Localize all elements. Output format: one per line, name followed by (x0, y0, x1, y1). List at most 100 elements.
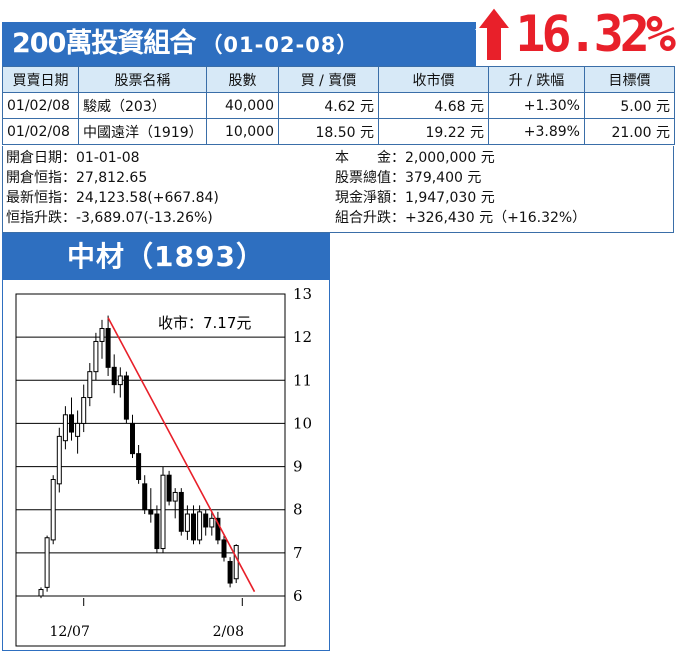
summary-value: ：2,000,000 元 (391, 150, 495, 166)
buy-price: 4.62 元 (278, 92, 379, 119)
trade-date: 01/02/08 (2, 92, 79, 119)
candle-body (209, 517, 215, 528)
y-tick-label: 12 (293, 328, 312, 346)
stock-name: 駿威（203） (78, 92, 207, 119)
summary-label: 組合升跌 (335, 210, 391, 226)
candle-body (75, 422, 81, 437)
summary-value: ：+326,430 元（+16.32%） (391, 210, 587, 226)
change-percent: +3.89% (488, 118, 585, 145)
summary-label: 現金淨額 (335, 190, 391, 206)
candle-body (38, 589, 44, 597)
change-percent: +1.30% (488, 92, 585, 119)
candle-body (99, 328, 105, 342)
summary-latest-index: 最新恒指：24,123.58(+667.84) (6, 188, 219, 208)
share-count: 40,000 (206, 92, 279, 119)
stock-chart-panel: 中材（1893） 6 7 8 9 10 11 12 13 12/07 2/08 收市：7.17元 (2, 233, 330, 651)
y-tick-label: 13 (293, 285, 312, 303)
summary-left-column: 開倉日期：01-01-08 開倉恒指：27,812.65 最新恒指：24,123… (6, 148, 219, 228)
candlestick-chart: 6 7 8 9 10 11 12 13 12/07 2/08 收市：7.17元 (15, 285, 312, 647)
holdings-table: 買賣日期 股票名稱 股數 買 / 賣價 收市價 升 / 跌幅 目標價 01/02… (2, 66, 675, 145)
summary-value: ：27,812.65 (62, 170, 148, 186)
summary-capital: 本 金：2,000,000 元 (335, 148, 586, 168)
candle-body (227, 560, 233, 584)
stock-chart-title: 中材（1893） (3, 234, 329, 280)
candle-body (93, 340, 99, 373)
summary-label: 恒指升跌 (6, 210, 62, 226)
portfolio-title-text: 200萬投資組合 (12, 28, 196, 59)
summary-open-index: 開倉恒指：27,812.65 (6, 168, 219, 188)
trend-line (107, 317, 256, 593)
x-tick-label: 2/08 (213, 624, 244, 640)
y-tick-label: 11 (293, 371, 312, 389)
summary-label: 股票總值 (335, 170, 391, 186)
candle-body (69, 414, 74, 433)
candle-body (105, 328, 111, 368)
candle-body (215, 517, 221, 541)
candle-body (233, 545, 239, 580)
summary-value: ：-3,689.07(-13.26%) (62, 210, 213, 226)
candle-body (166, 474, 172, 502)
summary-portfolio-change: 組合升跌：+326,430 元（+16.32%） (335, 208, 586, 228)
column-header: 股數 (206, 66, 279, 93)
close-price-annotation: 收市：7.17元 (158, 314, 251, 332)
summary-net-cash: 現金淨額：1,947,030 元 (335, 188, 586, 208)
column-header: 升 / 跌幅 (488, 66, 585, 93)
portfolio-gain-value: 16.32% (515, 5, 676, 63)
candle-body (44, 537, 50, 588)
candle-body (117, 375, 123, 386)
target-price: 21.00 元 (584, 118, 675, 145)
close-price: 19.22 元 (378, 118, 489, 145)
y-tick-label: 9 (293, 458, 303, 476)
stock-name: 中國遠洋（1919） (78, 118, 207, 145)
holdings-header-row: 買賣日期 股票名稱 股數 買 / 賣價 收市價 升 / 跌幅 目標價 (2, 66, 675, 93)
candle-body (191, 513, 196, 541)
portfolio-date: （01-02-08） (201, 33, 359, 57)
summary-value: ：24,123.58(+667.84) (62, 190, 219, 206)
close-price: 4.68 元 (378, 92, 489, 119)
summary-stock-value: 股票總值：379,400 元 (335, 168, 586, 188)
candle-body (172, 491, 178, 502)
summary-label: 開倉日期 (6, 150, 62, 166)
candle-body (56, 435, 62, 485)
portfolio-gain: 16.32% (475, 2, 676, 66)
candle-body (81, 397, 87, 424)
portfolio-summary: 開倉日期：01-01-08 開倉恒指：27,812.65 最新恒指：24,123… (2, 146, 674, 233)
summary-value: ：379,400 元 (391, 170, 482, 186)
column-header: 買 / 賣價 (278, 66, 379, 93)
candle-body (62, 414, 68, 442)
share-count: 10,000 (206, 118, 279, 145)
column-header: 收市價 (378, 66, 489, 93)
summary-value: ：1,947,030 元 (391, 190, 495, 206)
trade-date: 01/02/08 (2, 118, 79, 145)
candle-body (87, 371, 93, 399)
table-row: 01/02/08 駿威（203） 40,000 4.62 元 4.68 元 +1… (2, 92, 675, 119)
candle-body (130, 422, 135, 455)
candle-body (184, 513, 190, 532)
x-tick-label: 12/07 (50, 624, 90, 640)
summary-value: ：01-01-08 (62, 150, 140, 166)
portfolio-title: 200萬投資組合 （01-02-08） (12, 22, 358, 66)
target-price: 5.00 元 (584, 92, 675, 119)
y-tick-label: 10 (293, 414, 312, 432)
candle-body (142, 483, 148, 511)
y-tick-label: 8 (293, 501, 303, 519)
column-header: 股票名稱 (78, 66, 207, 93)
candle-body (123, 375, 129, 420)
buy-price: 18.50 元 (278, 118, 379, 145)
summary-index-change: 恒指升跌：-3,689.07(-13.26%) (6, 208, 219, 228)
title-banner: 200萬投資組合 （01-02-08） (2, 22, 476, 66)
column-header: 目標價 (584, 66, 675, 93)
candle-body (197, 511, 203, 541)
summary-open-date: 開倉日期：01-01-08 (6, 148, 219, 168)
candle-body (154, 513, 160, 550)
up-arrow-icon (475, 5, 514, 62)
candle-body (160, 474, 166, 550)
table-row: 01/02/08 中國遠洋（1919） 10,000 18.50 元 19.22… (2, 118, 675, 145)
y-tick-label: 7 (293, 544, 303, 562)
candle-body (111, 366, 117, 386)
plot-frame (15, 293, 286, 647)
summary-label: 開倉恒指 (6, 170, 62, 186)
summary-right-column: 本 金：2,000,000 元 股票總值：379,400 元 現金淨額：1,94… (335, 148, 586, 228)
candle-body (221, 539, 227, 558)
candle-body (203, 513, 209, 528)
